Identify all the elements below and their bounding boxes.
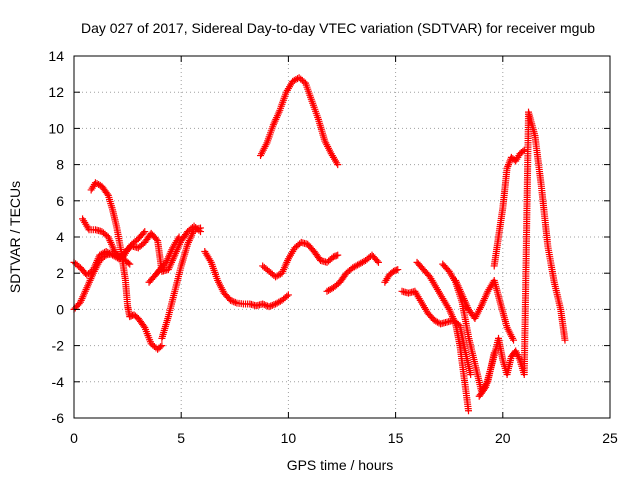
data-point bbox=[262, 301, 270, 309]
y-tick-label: -4 bbox=[52, 374, 65, 390]
data-point bbox=[284, 291, 292, 299]
data-point bbox=[103, 190, 111, 198]
y-tick-label: 14 bbox=[48, 48, 64, 64]
data-point bbox=[334, 161, 342, 169]
x-tick-label: 5 bbox=[177, 430, 185, 446]
series-track-5 bbox=[145, 233, 183, 286]
data-point bbox=[141, 228, 149, 236]
data-point bbox=[230, 298, 238, 306]
y-tick-label: 10 bbox=[48, 120, 64, 136]
y-axis-label: SDTVAR / TECUs bbox=[7, 181, 23, 293]
data-point bbox=[392, 266, 400, 274]
y-tick-label: 2 bbox=[56, 265, 64, 281]
series-track-16 bbox=[475, 108, 569, 400]
data-point bbox=[267, 302, 275, 310]
y-tick-label: -2 bbox=[52, 338, 65, 354]
data-point bbox=[332, 252, 340, 260]
series-track-11 bbox=[381, 266, 402, 286]
data-point bbox=[265, 303, 273, 311]
data-point bbox=[140, 322, 148, 330]
data-point bbox=[260, 301, 268, 309]
data-point bbox=[152, 235, 160, 243]
x-axis-label: GPS time / hours bbox=[287, 457, 394, 473]
series-track-8 bbox=[257, 74, 342, 169]
series-track-10 bbox=[323, 251, 382, 295]
data-point bbox=[158, 342, 166, 350]
data-point bbox=[175, 233, 183, 241]
y-tick-label: 0 bbox=[56, 301, 64, 317]
data-point bbox=[334, 251, 342, 259]
data-point bbox=[464, 407, 472, 415]
x-tick-label: 10 bbox=[281, 430, 297, 446]
data-point bbox=[268, 301, 276, 309]
data-point bbox=[481, 385, 489, 393]
data-point bbox=[394, 266, 402, 274]
data-point bbox=[124, 259, 132, 267]
series-track-7 bbox=[201, 247, 292, 311]
series-track-13 bbox=[413, 258, 472, 415]
series-track-17 bbox=[490, 146, 528, 270]
x-tick-label: 20 bbox=[495, 430, 511, 446]
y-tick-label: 6 bbox=[56, 193, 64, 209]
x-tick-label: 25 bbox=[602, 430, 618, 446]
data-layer bbox=[70, 74, 569, 415]
data-point bbox=[259, 300, 267, 308]
data-point bbox=[228, 297, 236, 305]
y-tick-label: 4 bbox=[56, 229, 64, 245]
series-track-9 bbox=[259, 238, 342, 281]
chart-title: Day 027 of 2017, Sidereal Day-to-day VTE… bbox=[81, 20, 595, 36]
y-tick-label: 12 bbox=[48, 84, 64, 100]
data-point bbox=[283, 292, 291, 300]
data-point bbox=[196, 224, 204, 232]
data-point bbox=[270, 301, 278, 309]
ticks: 0 5 10 15 20 25 -6 -4 -2 0 2 4 6 8 10 12 14 bbox=[48, 48, 618, 446]
series-track-4 bbox=[87, 179, 166, 353]
series-track-3 bbox=[79, 215, 204, 275]
data-point bbox=[373, 257, 381, 265]
x-tick-label: 15 bbox=[388, 430, 404, 446]
data-point bbox=[519, 147, 527, 155]
data-point bbox=[510, 336, 518, 344]
series-track-12 bbox=[398, 287, 475, 379]
y-tick-label: 8 bbox=[56, 157, 64, 173]
y-tick-label: -6 bbox=[52, 410, 65, 426]
data-point bbox=[374, 258, 382, 266]
data-point bbox=[231, 298, 239, 306]
data-point bbox=[520, 146, 528, 154]
data-point bbox=[139, 229, 147, 237]
data-point bbox=[561, 336, 569, 344]
data-point bbox=[227, 296, 235, 304]
grid bbox=[74, 56, 610, 418]
series-track-6 bbox=[158, 224, 204, 342]
data-point bbox=[467, 371, 475, 379]
series-track-15 bbox=[452, 276, 518, 344]
data-point bbox=[126, 260, 134, 268]
data-point bbox=[156, 343, 164, 351]
x-tick-label: 0 bbox=[70, 430, 78, 446]
